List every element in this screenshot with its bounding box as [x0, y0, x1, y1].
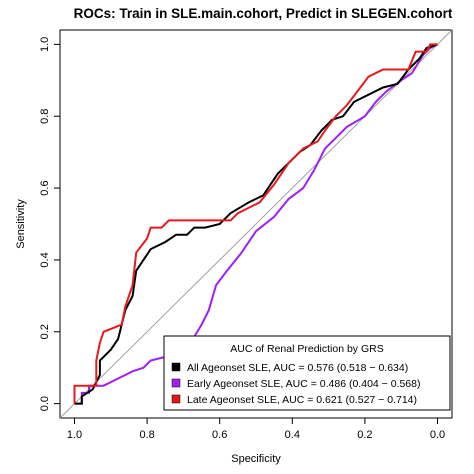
legend-label: Early Ageonset SLE, AUC = 0.486 (0.404 −…	[187, 378, 421, 390]
legend-title: AUC of Renal Prediction by GRS	[230, 343, 383, 355]
x-tick-label: 1.0	[67, 429, 82, 441]
x-axis: 1.0 0.8 0.6 0.4 0.2 0.0	[67, 418, 445, 441]
y-tick-label: 0.6	[39, 180, 51, 195]
legend-swatch	[171, 378, 181, 388]
legend-box	[163, 335, 451, 411]
x-tick-label: 0.0	[430, 429, 445, 441]
y-axis-label: Sensitivity	[15, 199, 27, 249]
plot-frame	[59, 29, 453, 419]
y-tick-label: 1.0	[39, 37, 51, 52]
roc-curve-all	[74, 43, 438, 405]
reference-diagonal	[59, 29, 453, 419]
legend-label: Late Ageonset SLE, AUC = 0.621 (0.527 − …	[187, 394, 417, 406]
chart-title: ROCs: Train in SLE.main.cohort, Predict …	[74, 6, 453, 21]
x-tick-label: 0.6	[212, 429, 227, 441]
legend-items: All Ageonset SLE, AUC = 0.576 (0.518 − 0…	[171, 362, 421, 406]
y-axis: 0.0 0.2 0.4 0.6 0.8 1.0	[39, 37, 60, 411]
y-tick-label: 0.4	[39, 252, 51, 267]
y-tick-label: 0.2	[39, 324, 51, 339]
x-tick-label: 0.2	[357, 429, 372, 441]
legend-swatch	[171, 362, 181, 372]
roc-curve-late	[73, 43, 438, 404]
legend: AUC of Renal Prediction by GRS All Ageon…	[163, 335, 451, 411]
y-tick-label: 0.8	[39, 109, 51, 124]
x-tick-label: 0.4	[285, 429, 300, 441]
x-tick-label: 0.8	[139, 429, 154, 441]
x-axis-label: Specificity	[231, 453, 281, 465]
series-layer	[73, 43, 438, 405]
roc-curve-early	[74, 43, 438, 405]
legend-swatch	[171, 394, 181, 404]
reference-diagonal-layer	[59, 29, 453, 419]
legend-label: All Ageonset SLE, AUC = 0.576 (0.518 − 0…	[187, 362, 408, 374]
y-tick-label: 0.0	[39, 396, 51, 411]
